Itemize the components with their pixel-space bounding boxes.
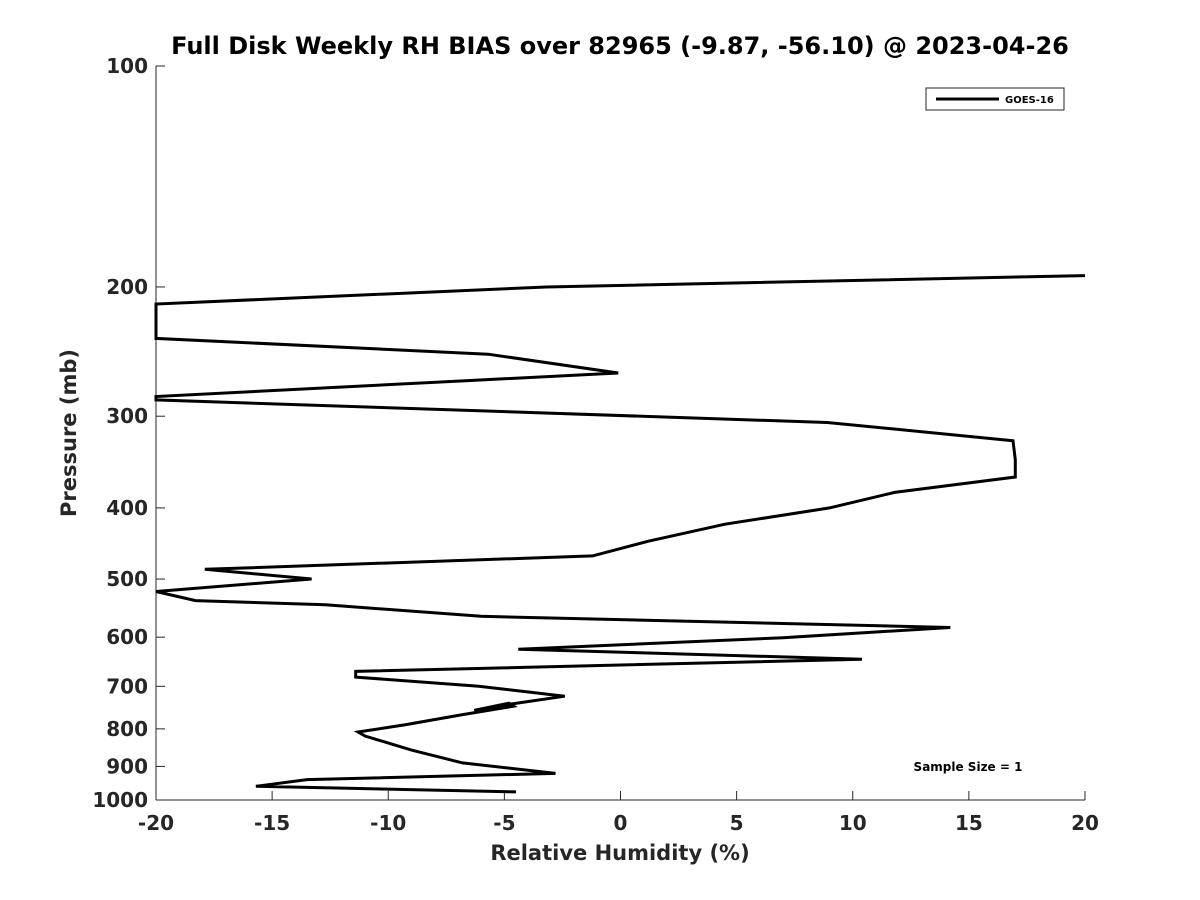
x-tick-label: -15	[254, 811, 290, 835]
y-axis-label: Pressure (mb)	[57, 349, 81, 517]
y-tick-label: 500	[106, 567, 148, 591]
x-tick-label: 15	[955, 811, 983, 835]
x-axis-label: Relative Humidity (%)	[490, 841, 749, 865]
y-tick-label: 600	[106, 625, 148, 649]
y-tick-label: 1000	[92, 788, 148, 812]
x-ticks: -20 -15 -10 -5 0 5 10 15 20	[138, 791, 1099, 835]
x-tick-label: 5	[730, 811, 744, 835]
y-ticks: 100 200 300 400 500 600 700 800 900 1000	[92, 54, 165, 812]
chart-title: Full Disk Weekly RH BIAS over 82965 (-9.…	[171, 32, 1069, 60]
sample-size-annotation: Sample Size = 1	[914, 760, 1023, 774]
series-line-goes-16	[154, 274, 1086, 794]
x-tick-label: -10	[370, 811, 406, 835]
legend-label: GOES-16	[1005, 95, 1054, 106]
legend: GOES-16	[925, 87, 1065, 111]
y-tick-label: 400	[106, 496, 148, 520]
x-tick-label: 20	[1071, 811, 1099, 835]
x-tick-label: 10	[839, 811, 867, 835]
y-tick-label: 200	[106, 275, 148, 299]
y-tick-label: 100	[106, 54, 148, 78]
y-tick-label: 300	[106, 404, 148, 428]
x-tick-label: -5	[493, 811, 515, 835]
y-tick-label: 700	[106, 674, 148, 698]
y-tick-label: 800	[106, 717, 148, 741]
x-tick-label: 0	[614, 811, 628, 835]
x-tick-label: -20	[138, 811, 174, 835]
y-tick-label: 900	[106, 754, 148, 778]
series-group	[154, 274, 1086, 794]
